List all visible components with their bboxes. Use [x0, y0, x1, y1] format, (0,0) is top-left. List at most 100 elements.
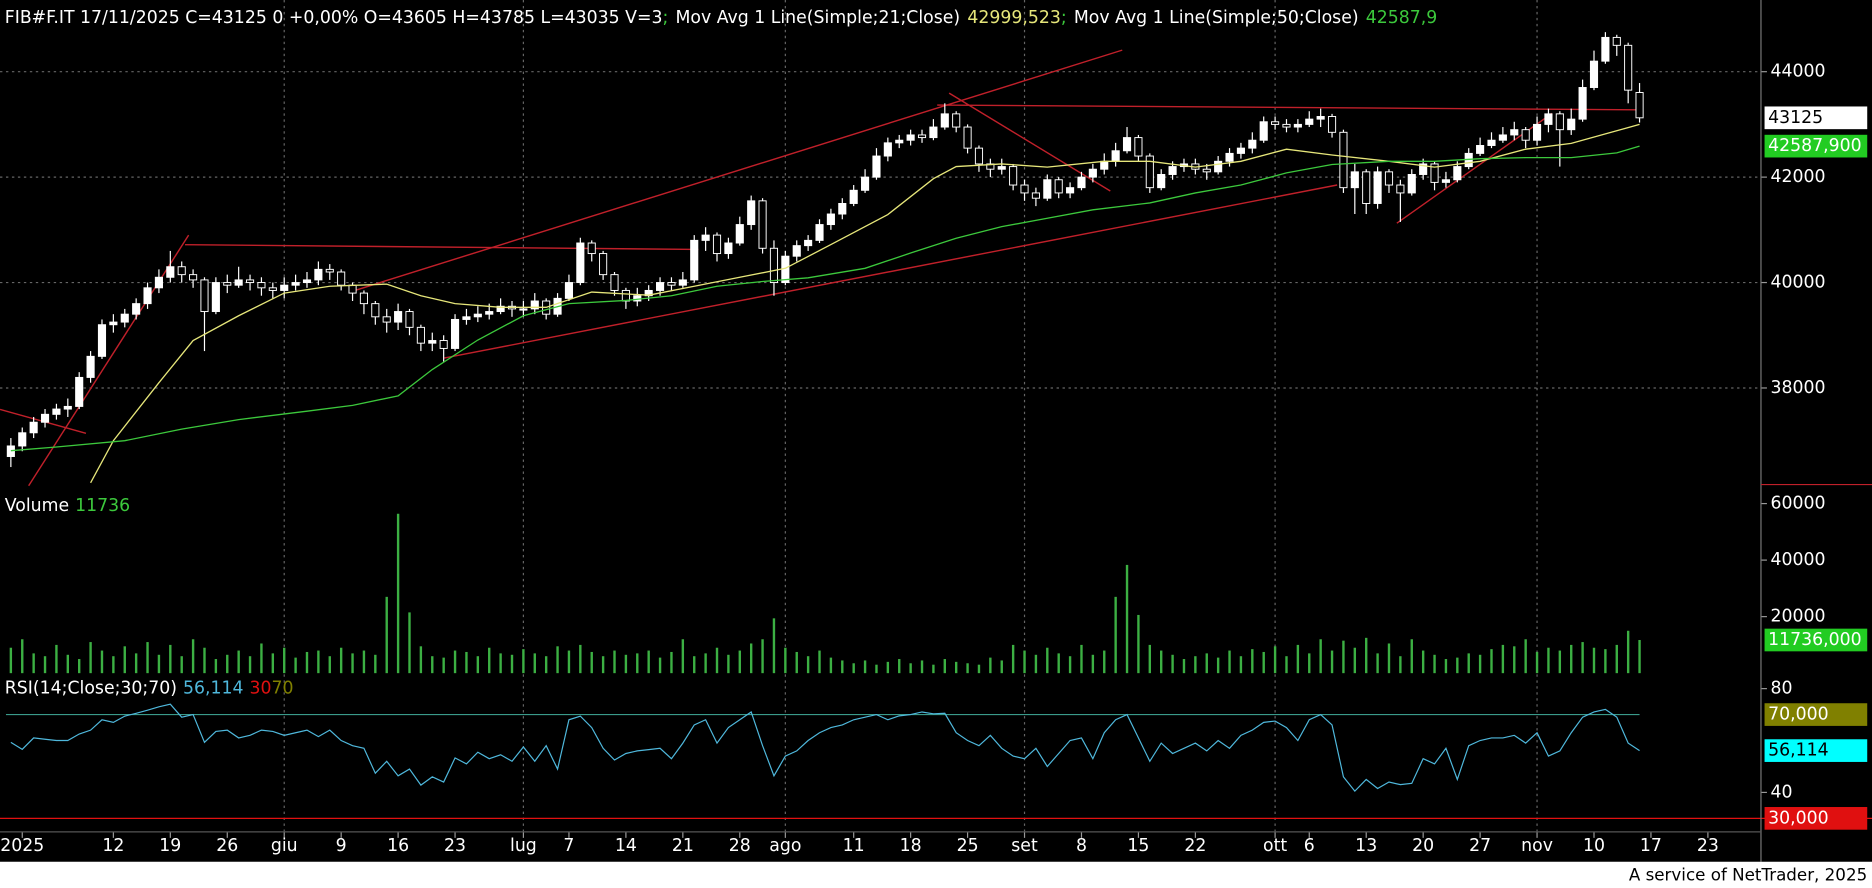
volume-value-label: 11736,000	[1768, 630, 1862, 650]
volume-bar	[134, 653, 138, 674]
rsi-line	[10, 703, 1640, 793]
candle-body	[895, 139, 904, 144]
x-tick-label: ago	[769, 836, 801, 856]
volume-bar	[1399, 656, 1402, 674]
volume-bar	[1262, 651, 1265, 674]
marks-layer	[0, 32, 1872, 819]
candle-body	[1168, 166, 1177, 175]
volume-bar	[237, 650, 240, 674]
volume-bar	[1570, 644, 1573, 674]
volume-bar	[191, 639, 195, 674]
candle-body	[667, 282, 676, 286]
candle-body	[132, 303, 141, 315]
volume-bar	[1513, 646, 1516, 674]
volume-bar	[784, 647, 787, 674]
candle-body	[325, 268, 334, 273]
trend-line	[185, 243, 699, 251]
candle-body	[18, 432, 27, 447]
candle-body	[1532, 123, 1542, 141]
candle-body	[974, 147, 984, 165]
y-tick-label: 20000	[1771, 607, 1826, 627]
y-tick-label: 40	[1771, 782, 1793, 802]
x-tick-label: 19	[159, 836, 181, 856]
volume-bar	[943, 659, 946, 674]
volume-bar	[1433, 654, 1436, 674]
x-tick-label: 16	[387, 836, 409, 856]
volume-bar	[1080, 644, 1083, 674]
candle-body	[291, 282, 300, 286]
candle-body	[849, 189, 858, 204]
candle-body	[394, 311, 403, 323]
candle-body	[564, 282, 574, 299]
x-tick-label: 21	[672, 836, 694, 856]
volume-bar	[863, 660, 867, 674]
x-tick-label: 23	[444, 836, 466, 856]
volume-bar	[351, 653, 354, 674]
candle-body	[1510, 129, 1519, 136]
candle-body	[268, 287, 277, 291]
volume-bar	[1068, 656, 1072, 674]
volume-bar	[1490, 649, 1493, 674]
volume-bar	[567, 650, 571, 674]
candle-body	[496, 305, 505, 313]
volume-bar	[1535, 651, 1539, 674]
volume-bar	[1171, 654, 1174, 674]
volume-bar	[43, 656, 47, 674]
volume-bar	[499, 653, 502, 674]
candle-body	[530, 300, 539, 310]
candle-body	[6, 445, 15, 457]
volume-bar	[476, 656, 480, 674]
x-tick-label: 18	[900, 836, 922, 856]
volume-bar	[214, 659, 218, 674]
volume-bar	[1296, 644, 1300, 674]
candle-body	[1157, 174, 1166, 189]
volume-bar	[954, 661, 958, 674]
candle-body	[382, 316, 391, 323]
rsi-value-label: 56,114	[1768, 741, 1829, 761]
candle-body	[1419, 163, 1428, 175]
labels-layer: 38000 40000 42000 44000 20000 40000 60000 40 80 2…	[0, 8, 1868, 856]
x-tick-label: 15	[1127, 836, 1149, 856]
legend-value: 42999,523	[967, 8, 1061, 28]
volume-bar	[408, 612, 411, 674]
rsi-value-label-box	[1764, 739, 1868, 762]
candle-body	[143, 287, 152, 305]
x-tick-label: 8	[1076, 836, 1087, 856]
volume-bar	[727, 654, 730, 674]
candle-body	[154, 276, 163, 289]
volume-bar	[328, 656, 331, 674]
volume-bar	[1444, 659, 1448, 674]
volume-bar	[636, 653, 639, 674]
candle-body	[1327, 116, 1337, 133]
volume-bar	[806, 656, 810, 674]
volume-bar	[510, 654, 514, 674]
panel-title: Volume	[5, 496, 69, 516]
candle-body	[735, 224, 744, 244]
candle-body	[337, 271, 346, 286]
volume-bar	[1285, 656, 1288, 674]
candle-body	[656, 282, 665, 291]
candle-body	[473, 313, 482, 318]
volume-bar	[761, 639, 764, 674]
candle-body	[1635, 92, 1644, 119]
legend-name: Mov Avg 1 Line(Simple;50;Close)	[1074, 8, 1359, 28]
volume-bar	[932, 664, 935, 674]
volume-bar	[419, 646, 423, 674]
header-title: FIB#F.IT 17/11/2025 C=43125 0 +0,00% O=4…	[5, 8, 663, 28]
candle-body	[166, 266, 175, 278]
footer-bar	[0, 861, 1872, 888]
volume-bar	[169, 644, 172, 674]
volume-bar	[203, 647, 206, 674]
volume-bar	[898, 659, 901, 674]
panel-title: RSI(14;Close;30;70)	[5, 679, 177, 699]
candle-body	[1373, 171, 1382, 204]
candle-body	[940, 113, 949, 128]
candle-body	[1601, 36, 1610, 62]
volume-bar	[1182, 659, 1186, 674]
volume-bar	[1216, 657, 1220, 674]
moving-average-line	[10, 145, 1640, 452]
candle-body	[1430, 163, 1439, 183]
candle-body	[1077, 176, 1086, 189]
volume-bar	[32, 653, 35, 674]
candle-body	[952, 113, 961, 128]
